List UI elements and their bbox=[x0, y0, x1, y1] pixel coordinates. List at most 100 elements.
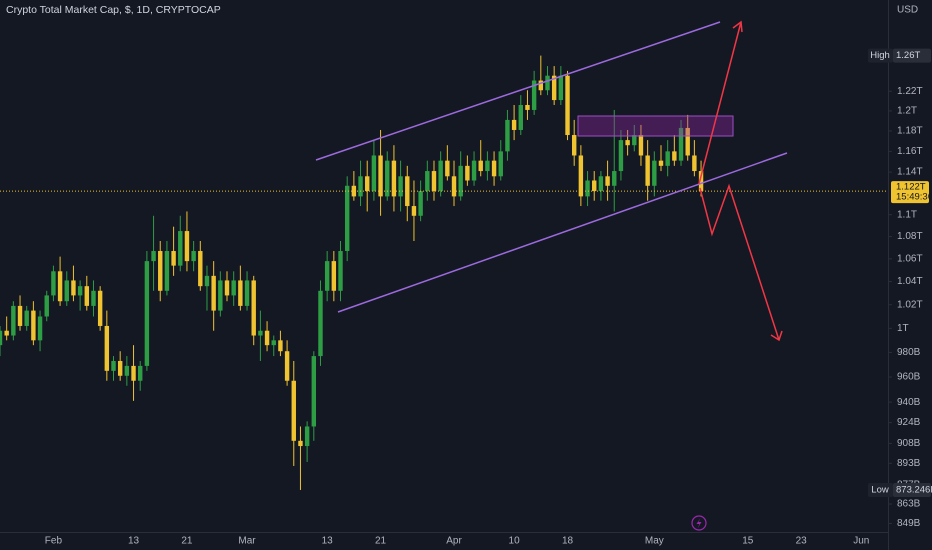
candle-body bbox=[418, 191, 423, 216]
x-tick-label: 13 bbox=[322, 536, 334, 547]
channel-upper bbox=[315, 21, 721, 161]
candle-body bbox=[445, 160, 450, 177]
candle-body bbox=[511, 119, 517, 130]
x-tick-label: 21 bbox=[375, 536, 387, 547]
alert-circle[interactable] bbox=[691, 515, 707, 531]
axes: 1.22T 1.2T 1.18T 1.16T 1.14T 1.1T 1.08T 1.06T 1.… bbox=[45, 48, 932, 547]
candle-body bbox=[398, 176, 403, 197]
y-tick-label: 960B bbox=[897, 372, 921, 383]
candle-body bbox=[451, 176, 457, 197]
candle-body bbox=[531, 80, 537, 110]
candle-body bbox=[158, 251, 163, 291]
candle-body bbox=[678, 127, 684, 161]
badge-value-box bbox=[893, 482, 931, 497]
candle-body bbox=[632, 135, 637, 146]
chart-title: Crypto Total Market Cap, $, 1D, CRYPTOCA… bbox=[6, 4, 221, 16]
candle-body bbox=[244, 280, 250, 306]
x-tick-label: May bbox=[645, 536, 664, 547]
candle-body bbox=[551, 75, 557, 101]
candle-body bbox=[311, 356, 317, 427]
candle-body bbox=[525, 104, 530, 110]
candle-body bbox=[51, 271, 56, 296]
candle-body bbox=[358, 176, 363, 197]
badge-name-box bbox=[868, 482, 893, 497]
candle-body bbox=[211, 275, 216, 311]
y-tick-label: 924B bbox=[897, 417, 921, 428]
candle-body bbox=[365, 176, 370, 192]
candle-body bbox=[224, 280, 230, 296]
candle-body bbox=[104, 325, 110, 371]
alert-icon[interactable] bbox=[691, 515, 707, 531]
candle-body bbox=[605, 176, 610, 186]
candle-body bbox=[131, 365, 136, 381]
candle-body bbox=[84, 286, 90, 306]
x-tick-label: Mar bbox=[238, 536, 256, 547]
arrow-up bbox=[698, 21, 742, 185]
candle-body bbox=[431, 171, 437, 192]
candle-body bbox=[298, 440, 303, 447]
alert-bolt[interactable] bbox=[696, 518, 702, 529]
candle-body bbox=[97, 290, 103, 326]
arrow-up-head bbox=[732, 20, 743, 33]
candle-body bbox=[405, 176, 410, 207]
badge-value: 1.26T bbox=[896, 50, 920, 61]
candle-body bbox=[465, 165, 470, 181]
candle-body bbox=[558, 75, 564, 101]
candle-body bbox=[17, 305, 23, 326]
candle-body bbox=[64, 280, 69, 302]
candle-body bbox=[144, 261, 150, 366]
candle-body bbox=[238, 280, 243, 306]
badge-value: 873.246B bbox=[896, 484, 932, 495]
candle-body bbox=[44, 295, 49, 317]
candle-body bbox=[685, 127, 690, 156]
y-tick-label: 908B bbox=[897, 438, 921, 449]
candle-body bbox=[284, 351, 290, 381]
candle-body bbox=[658, 160, 664, 166]
candle-body bbox=[471, 160, 477, 181]
badge-name: High bbox=[870, 50, 890, 61]
candle-body bbox=[545, 75, 550, 91]
candle-body bbox=[318, 290, 323, 357]
candle-body bbox=[231, 280, 236, 296]
candle-body bbox=[385, 160, 390, 197]
x-tick-label: Apr bbox=[446, 536, 462, 547]
candle-body bbox=[178, 231, 183, 266]
resistance-zone bbox=[577, 115, 734, 137]
candle-body bbox=[698, 171, 704, 192]
candle-body bbox=[571, 135, 577, 156]
candle-body bbox=[171, 251, 176, 266]
x-tick-label: 10 bbox=[509, 536, 521, 547]
candle-body bbox=[438, 160, 443, 192]
y-tick-label: 1.2T bbox=[897, 106, 917, 117]
candle-body bbox=[111, 360, 116, 371]
candle-body bbox=[458, 165, 463, 197]
candle-body bbox=[371, 155, 377, 192]
candle-body bbox=[672, 151, 677, 161]
candle-body bbox=[485, 160, 490, 172]
candle-body bbox=[4, 330, 9, 336]
y-tick-label: 980B bbox=[897, 347, 921, 358]
candle-body bbox=[77, 286, 83, 296]
candle-body bbox=[191, 251, 196, 262]
candle-body bbox=[344, 185, 350, 252]
candle-body bbox=[124, 365, 130, 376]
candle-body bbox=[198, 251, 203, 287]
candle-body bbox=[204, 275, 210, 287]
y-tick-label: 1.1T bbox=[897, 209, 917, 220]
candle-body bbox=[0, 330, 3, 346]
candle-body bbox=[271, 340, 276, 346]
y-tick-label: 1.22T bbox=[897, 86, 923, 97]
candle-body bbox=[598, 176, 604, 192]
candle-body bbox=[592, 180, 597, 192]
countdown: 15:49:36 bbox=[896, 192, 932, 203]
candle-body bbox=[331, 261, 337, 291]
candle-body bbox=[91, 290, 96, 306]
last-price-badge bbox=[891, 181, 929, 204]
candle-body bbox=[138, 365, 143, 381]
candle-body bbox=[31, 310, 36, 341]
candle-body bbox=[184, 231, 190, 262]
plot-area bbox=[0, 55, 888, 490]
